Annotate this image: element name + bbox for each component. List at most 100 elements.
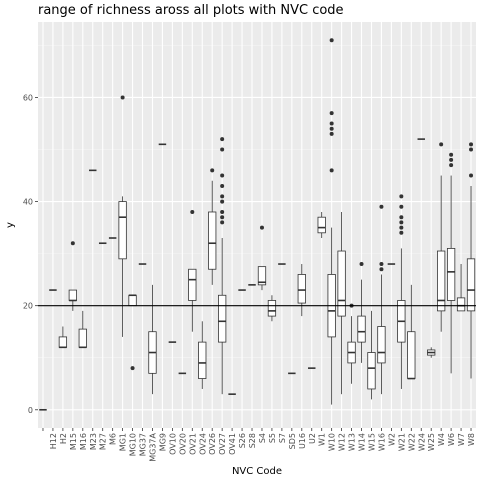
box-OV24 — [198, 321, 207, 389]
x-tick-label: H12 — [49, 433, 58, 449]
x-tick-label: MG9 — [158, 433, 167, 451]
box-MG37A — [148, 284, 157, 395]
outlier-point — [399, 220, 404, 225]
box-iqr — [377, 326, 386, 364]
box-W13 — [347, 303, 356, 384]
outlier-point — [399, 215, 404, 220]
x-tick-label: S5 — [268, 433, 277, 443]
outlier-point — [130, 366, 135, 371]
box-iqr — [367, 352, 376, 390]
outlier-point — [220, 137, 225, 142]
plot-panel — [38, 22, 476, 428]
x-tick-label: W8 — [467, 433, 476, 446]
outlier-point — [329, 121, 334, 126]
outlier-point — [469, 173, 474, 178]
box-W22 — [407, 284, 416, 380]
box-iqr — [437, 250, 446, 312]
x-tick-label: OV10 — [168, 433, 177, 455]
box-iqr — [446, 248, 456, 301]
box-S4 — [257, 225, 267, 291]
x-tick-label: M15 — [69, 433, 78, 450]
x-tick-label: W21 — [397, 433, 406, 451]
x-tick-label: U16 — [298, 433, 307, 449]
box-W8 — [466, 142, 476, 379]
x-tick-label: W16 — [377, 433, 386, 451]
y-axis-ticks: 0 20 40 60 — [23, 93, 38, 415]
grid-minor — [38, 45, 476, 359]
x-tick-label: M16 — [79, 433, 88, 450]
y-axis-label: y — [5, 222, 16, 228]
outlier-point — [70, 241, 75, 246]
x-tick-label: OV24 — [198, 433, 207, 455]
box-iqr — [188, 268, 197, 301]
box-OV26 — [208, 168, 217, 285]
box-iqr — [456, 297, 466, 312]
x-tick-label: MG37A — [148, 432, 157, 461]
outlier-point — [329, 126, 334, 131]
x-tick-label: W22 — [407, 433, 416, 451]
box-iqr — [257, 266, 267, 286]
x-tick-label: U2 — [308, 433, 317, 444]
outlier-point — [329, 131, 334, 136]
outlier-point — [220, 147, 225, 152]
outlier-point — [329, 111, 334, 116]
box-W1 — [317, 211, 326, 239]
x-tick-label: W25 — [427, 433, 436, 451]
outlier-point — [439, 142, 444, 147]
y-tick-label: 20 — [23, 302, 33, 311]
x-tick-label: OV26 — [208, 433, 217, 455]
outlier-point — [220, 173, 225, 178]
x-tick-label: MG10 — [129, 433, 138, 456]
box-MG1 — [118, 95, 127, 337]
x-tick-label: OV41 — [228, 433, 237, 455]
box-W25 — [427, 347, 436, 358]
x-tick-label: W15 — [367, 433, 376, 451]
box-H2 — [58, 326, 68, 349]
box-iqr — [78, 328, 87, 348]
box-iqr — [128, 294, 137, 307]
outlier-point — [449, 152, 454, 157]
x-axis-label: NVC Code — [232, 466, 282, 477]
box-W6 — [446, 152, 456, 374]
box-iqr — [297, 274, 306, 304]
x-tick-label: W12 — [338, 433, 347, 451]
x-tick-label: M6 — [109, 433, 118, 445]
x-tick-label: W7 — [457, 433, 466, 446]
outlier-point — [220, 209, 225, 214]
x-tick-label: W24 — [417, 433, 426, 451]
outlier-point — [329, 168, 334, 173]
outlier-point — [379, 267, 384, 272]
outlier-point — [449, 163, 454, 168]
box-W4 — [437, 142, 446, 332]
x-tick-label: M27 — [99, 433, 108, 450]
x-tick-label: M23 — [89, 433, 98, 450]
box-W16 — [377, 204, 386, 395]
box-M16 — [78, 310, 87, 349]
outlier-point — [469, 147, 474, 152]
x-tick-label: W4 — [437, 433, 446, 446]
x-tick-label: W10 — [328, 433, 337, 451]
outlier-point — [220, 194, 225, 199]
box-S5 — [267, 295, 277, 322]
x-tick-label: W14 — [358, 433, 367, 451]
box-iqr — [208, 211, 217, 270]
box-M15 — [68, 241, 77, 311]
outlier-point — [120, 95, 125, 100]
x-tick-label: SD5 — [288, 433, 297, 449]
box-OV27 — [218, 137, 227, 395]
x-tick-label: S26 — [238, 433, 247, 448]
x-tick-label: H2 — [59, 433, 68, 444]
outlier-point — [220, 220, 225, 225]
box-iqr — [407, 331, 416, 379]
x-tick-label: OV21 — [188, 433, 197, 455]
box-iqr — [466, 258, 476, 312]
outlier-point — [220, 199, 225, 204]
y-tick-label: 40 — [23, 198, 33, 207]
box-iqr — [198, 341, 207, 379]
x-tick-label: OV20 — [178, 433, 187, 455]
outlier-point — [449, 157, 454, 162]
box-W15 — [367, 310, 376, 400]
outlier-point — [379, 262, 384, 267]
x-tick-label: W1 — [318, 433, 327, 446]
x-tick-label: W6 — [447, 433, 456, 446]
